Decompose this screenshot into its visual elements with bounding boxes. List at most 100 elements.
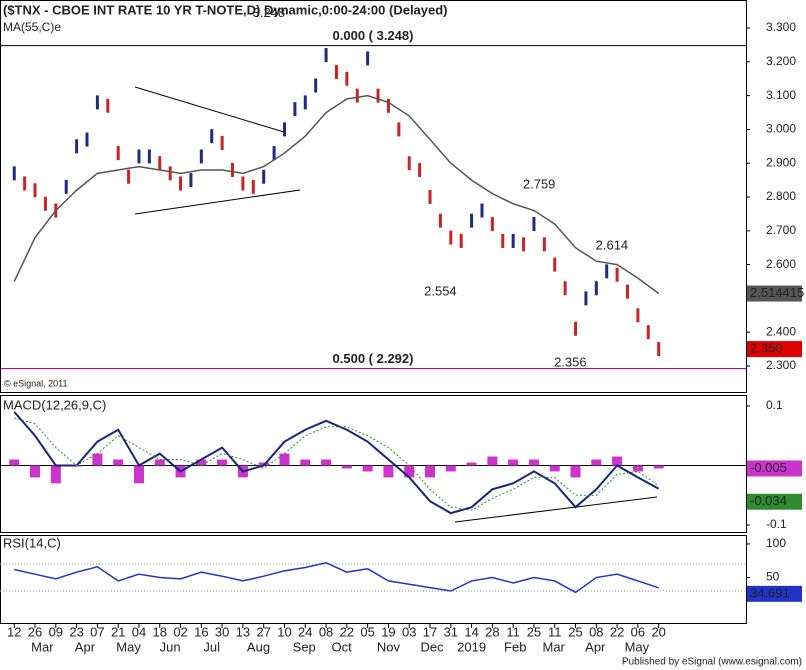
price-bar (334, 64, 338, 79)
histogram-bar (528, 459, 539, 466)
price-bar (241, 176, 245, 191)
price-bar (231, 162, 235, 177)
price-bar (293, 102, 297, 117)
y-tick-label: 3.300 (766, 20, 796, 34)
histogram-bar (133, 465, 144, 484)
x-tick-label: 25 (527, 624, 541, 639)
x-tick-label: 16 (194, 624, 208, 639)
price-bar (303, 95, 307, 110)
price-bar (272, 146, 276, 161)
price-bar (542, 237, 546, 252)
price-bar (522, 237, 526, 252)
price-bar (75, 139, 79, 154)
x-tick-label: 21 (111, 624, 125, 639)
y-tick-label: -0.1 (766, 517, 787, 531)
month-label: Dec (421, 639, 445, 654)
price-bar (376, 88, 380, 103)
price-bar (189, 173, 193, 188)
x-tick-label: 08 (589, 624, 603, 639)
price-bar (605, 264, 609, 279)
price-bar (594, 281, 598, 296)
price-annotation: 2.614 (596, 237, 629, 252)
ma-label: MA(55,C)e (3, 20, 61, 34)
histogram-bar (341, 465, 352, 469)
price-bar (480, 203, 484, 218)
x-tick-label: 10 (277, 624, 291, 639)
histogram-bar (466, 462, 477, 466)
price-bar (127, 169, 131, 184)
histogram-bar (445, 465, 456, 472)
month-label: Apr (75, 639, 96, 654)
price-bar (137, 149, 141, 164)
price-bar (147, 149, 151, 164)
x-tick-label: 31 (444, 624, 458, 639)
x-tick-label: 18 (153, 624, 167, 639)
y-tick-label: 2.900 (766, 155, 796, 169)
histogram-bar (279, 453, 290, 466)
month-label: May (625, 639, 650, 654)
signal-line (14, 417, 659, 511)
price-bar (397, 122, 401, 137)
histogram-bar (321, 459, 332, 466)
price-bar (459, 233, 463, 248)
histogram-bar (591, 459, 602, 466)
price-bar (324, 48, 328, 63)
price-bar (574, 321, 578, 336)
price-bar (220, 135, 224, 150)
price-bar (158, 156, 162, 171)
value-box (747, 460, 802, 477)
x-tick-label: 05 (360, 624, 374, 639)
y-tick-label: 2.600 (766, 257, 796, 271)
price-bar (23, 176, 27, 191)
price-bar (345, 71, 349, 86)
price-bar (210, 129, 214, 144)
month-label: Oct (332, 639, 353, 654)
y-tick-label: 3.100 (766, 88, 796, 102)
histogram-bar (30, 465, 41, 478)
x-tick-label: 06 (631, 624, 645, 639)
price-bar (85, 132, 89, 147)
y-tick-label: 0.1 (766, 398, 783, 412)
histogram-bar (487, 456, 498, 466)
moving-average (13, 94, 660, 295)
value-box-label: 2.350 (750, 341, 783, 356)
x-tick-label: 26 (28, 624, 42, 639)
price-bar (636, 308, 640, 323)
macd-title: MACD(12,26,9,C) (3, 397, 106, 412)
price-bar (407, 156, 411, 171)
histogram-bar (9, 459, 20, 466)
rsi-title: RSI(14,C) (3, 535, 61, 550)
x-tick-label: 04 (132, 624, 146, 639)
value-box-label: 34.691 (750, 585, 790, 600)
y-tick-label: 2.800 (766, 189, 796, 203)
price-bar (355, 88, 359, 103)
histogram-bar (362, 465, 373, 472)
x-tick-label: 12 (7, 624, 21, 639)
histogram-bar (196, 459, 207, 466)
month-label: 2019 (457, 639, 486, 654)
histogram-bar (508, 459, 519, 466)
histogram-bar (300, 459, 311, 466)
price-bar (199, 149, 203, 164)
fib-label: 0.500 ( 2.292) (333, 351, 414, 366)
histogram-bar (632, 465, 643, 472)
y-tick-label: 50 (766, 570, 780, 584)
price-bar (314, 78, 318, 93)
price-bar (490, 217, 494, 232)
price-bar (532, 217, 536, 232)
price-bar (449, 230, 453, 245)
y-tick-label: 3.200 (766, 54, 796, 68)
histogram-bar (154, 459, 165, 466)
histogram-bar (612, 456, 623, 466)
price-bar (584, 291, 588, 306)
histogram-bar (653, 465, 664, 469)
price-bar (418, 162, 422, 177)
x-tick-label: 17 (423, 624, 437, 639)
histogram-bar (570, 465, 581, 478)
month-label: Nov (377, 639, 401, 654)
price-bar (33, 183, 37, 198)
month-label: Sep (293, 639, 316, 654)
copyright: © eSignal, 2011 (4, 378, 68, 388)
histogram-bar (92, 453, 103, 466)
price-annotation: 2.356 (554, 354, 587, 369)
